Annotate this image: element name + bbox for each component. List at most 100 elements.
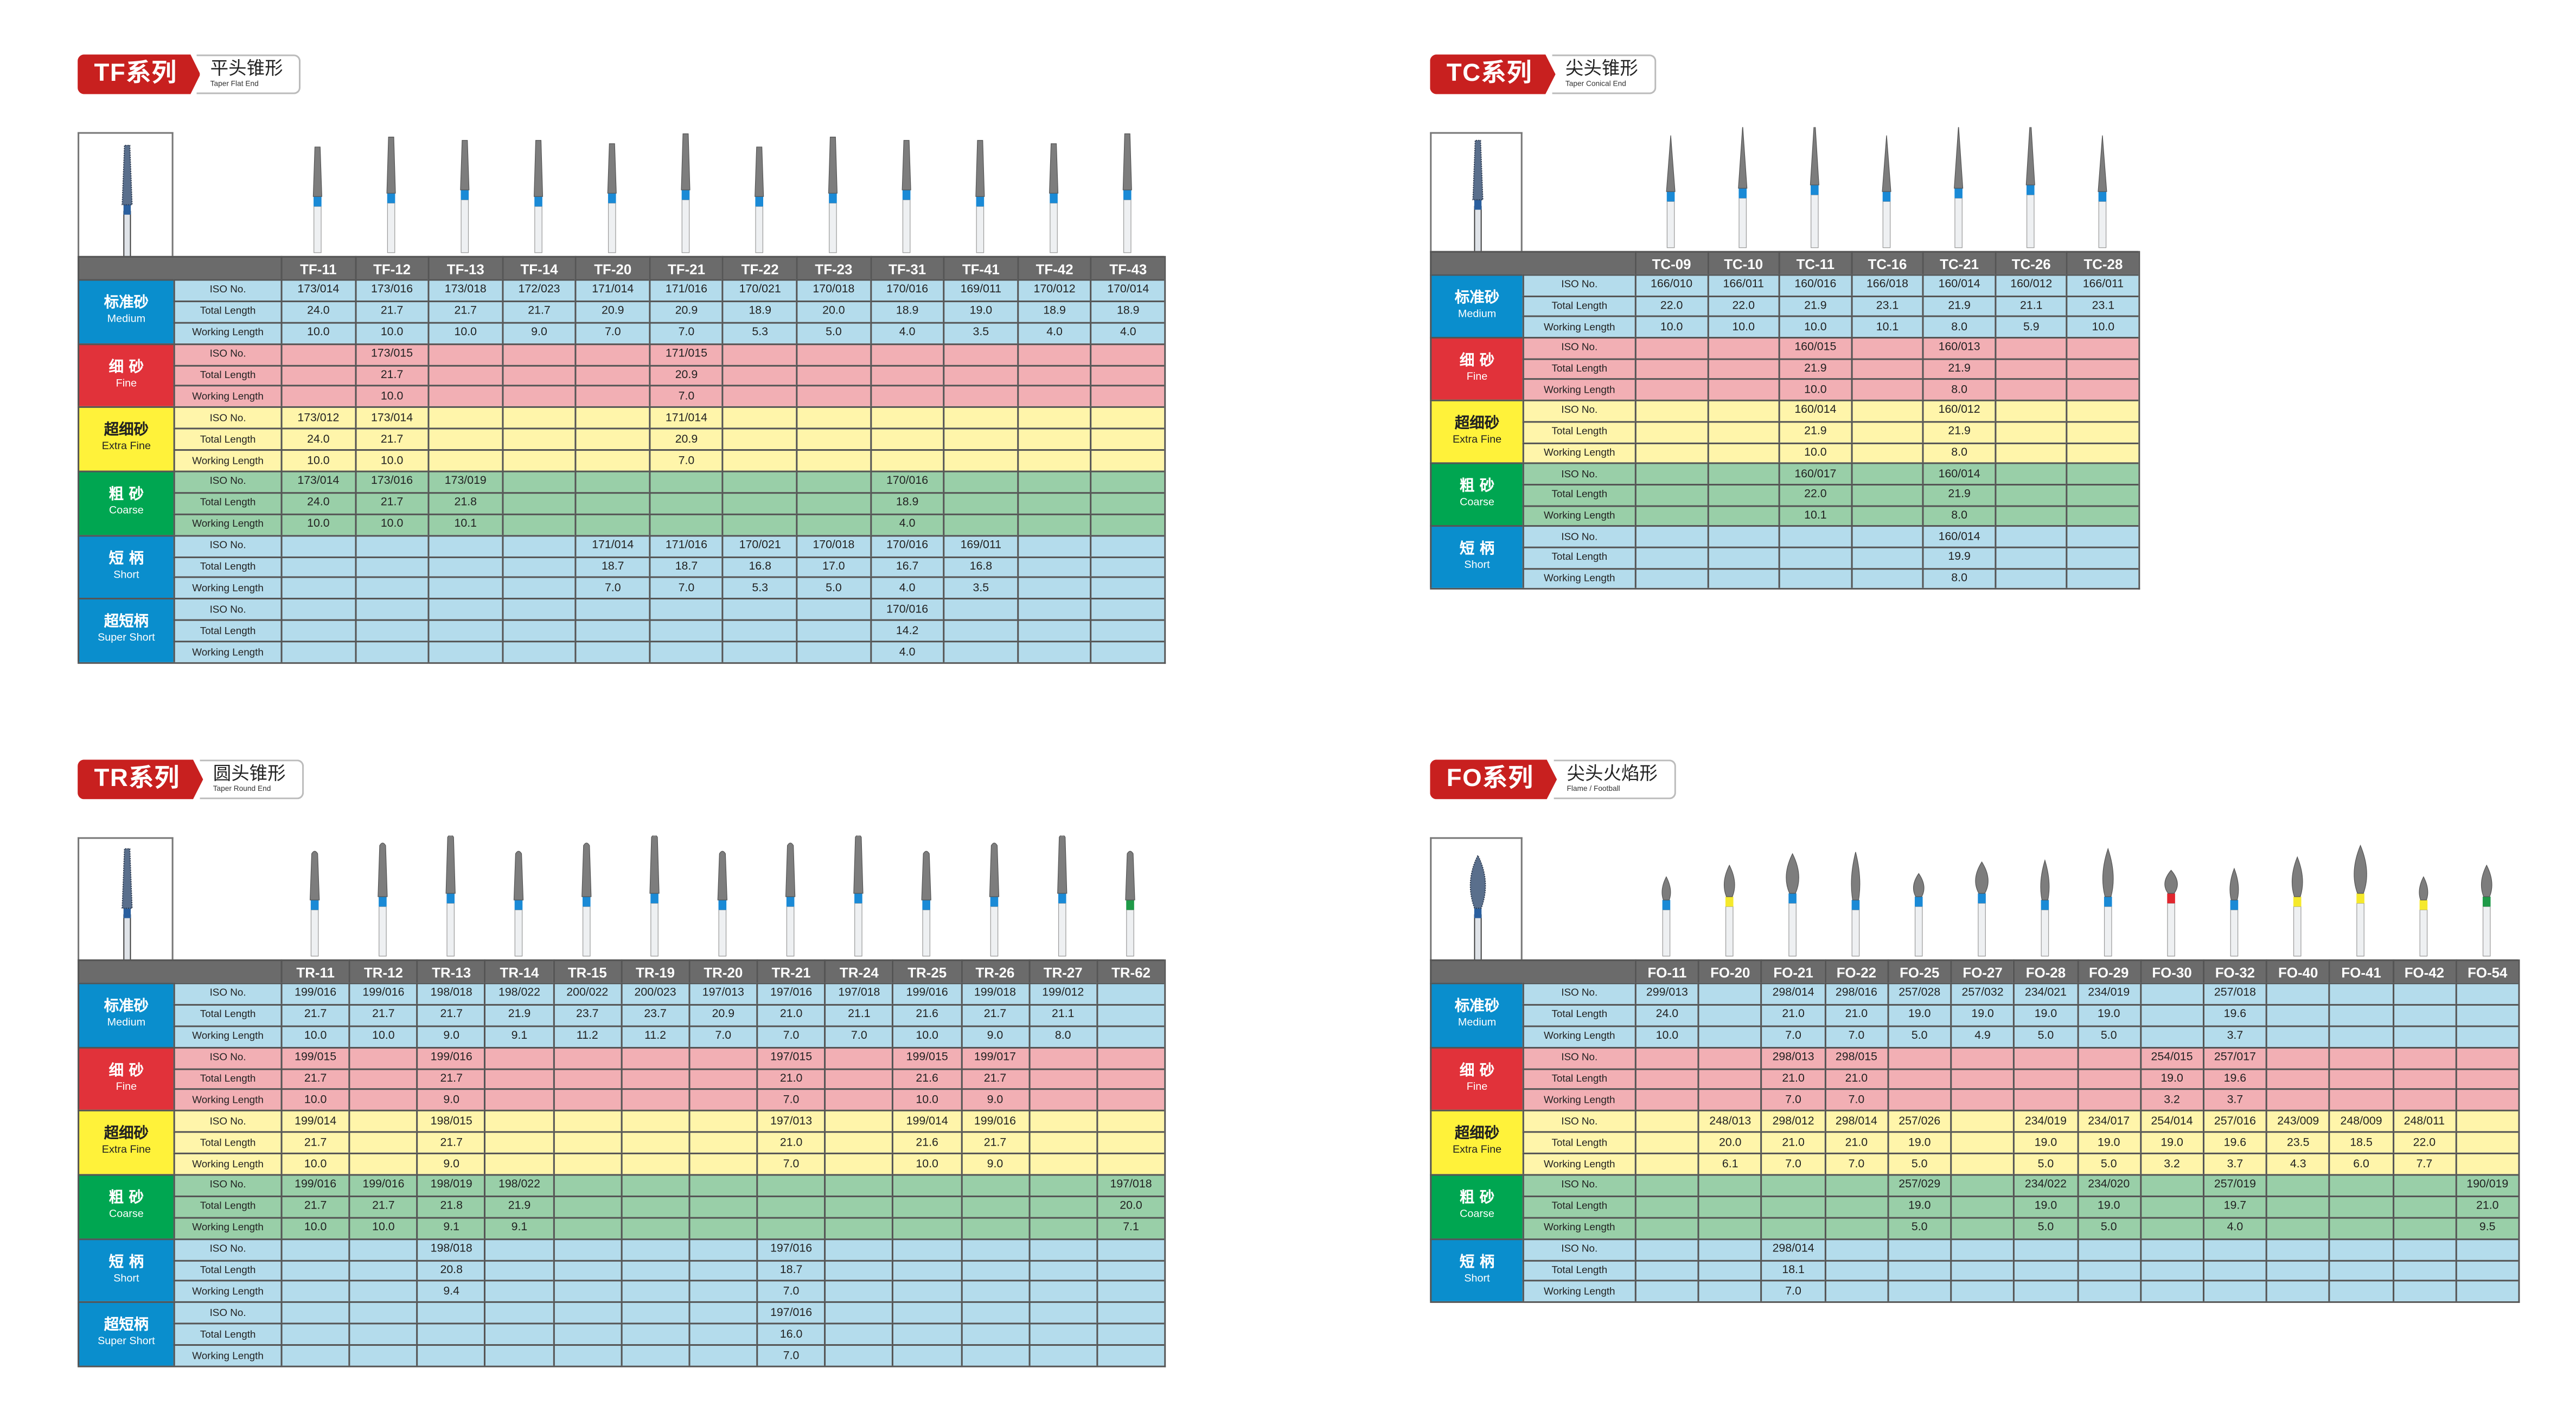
spec-value [2066,567,2139,589]
spec-value [501,641,576,662]
bur-shank [379,906,387,957]
spec-value [354,598,428,620]
spec-value: 16.7 [870,555,943,577]
spec-value [688,1131,757,1153]
spec-value: 19.0 [2139,1068,2203,1089]
spec-value [943,598,1017,620]
row-label: ISO No. [1522,525,1635,547]
spec-value: 20.9 [649,300,723,322]
spec-value [824,1344,893,1366]
grade-label-fine: 细 砂 Fine [78,343,174,407]
spec-value [2266,1046,2329,1068]
row-label: Total Length [1522,483,1635,505]
spec-value [943,449,1017,471]
bur-color-ring [314,196,322,207]
series-shape-tag: 平头锥形 Taper Flat End [197,54,302,94]
column-header-model: TF-13 [427,255,502,279]
spec-value [575,428,649,450]
spec-value [484,1280,553,1302]
spec-value [1028,1216,1096,1238]
bur-shank [1050,202,1058,253]
row-label: Total Length [173,1195,281,1217]
spec-value [824,1259,893,1281]
spec-value: 171/015 [649,343,723,365]
spec-value [796,449,870,471]
spec-value: 8.0 [1028,1025,1096,1047]
spec-value [2455,1238,2519,1260]
column-header-model: TC-11 [1779,251,1851,274]
spec-value [943,343,1017,365]
spec-value [501,385,576,407]
spec-value: 10.1 [427,513,502,535]
spec-value [1887,1068,1951,1089]
spec-value: 17.0 [796,555,870,577]
bur-head [1954,127,1964,189]
spec-value [2392,1089,2456,1110]
spec-value [870,428,943,450]
spec-value [796,385,870,407]
spec-value: 170/018 [796,279,870,301]
spec-value: 19.0 [1950,1004,2014,1025]
grade-name-cn: 粗 砂 [108,487,144,504]
spec-value [484,1046,553,1068]
spec-value: 243/009 [2266,1110,2329,1132]
spec-value [870,406,943,429]
spec-value: 5.0 [2013,1216,2077,1238]
bur-shank [990,906,999,957]
column-header-model: FO-30 [2139,959,2203,983]
spec-value [1698,1025,1761,1047]
spec-value: 9.0 [960,1153,1028,1174]
spec-value [1706,337,1779,358]
bur-color-ring [514,900,523,910]
column-header-model: FO-29 [2076,959,2140,983]
spec-value [575,406,649,429]
spec-value: 19.6 [2202,1068,2266,1089]
spec-value: 21.9 [1779,420,1851,442]
spec-value [1950,1174,2014,1196]
spec-value [348,1301,417,1324]
spec-value: 21.7 [280,1195,349,1217]
shape-name-en: Taper Round End [213,784,271,793]
spec-value: 21.8 [427,491,502,514]
spec-value: 21.9 [1779,357,1851,379]
bur-color-ring [650,893,659,904]
spec-value [756,1216,824,1238]
spec-value [1017,343,1091,365]
spec-value: 10.1 [1850,316,1923,337]
bur-head [1975,861,1989,894]
bur-color-ring [1882,191,1891,202]
spec-value [2329,1195,2392,1217]
spec-value [1994,400,2067,421]
spec-value [1698,1259,1761,1281]
spec-value: 10.0 [280,321,355,343]
spec-value [280,534,355,556]
bur-head [2481,864,2492,897]
column-header-model: TC-28 [2066,251,2139,274]
spec-value [417,1301,485,1324]
spec-value [484,1301,553,1324]
spec-value [501,491,576,514]
spec-value: 3.5 [943,577,1017,599]
bur-head [1851,852,1861,900]
grade-name-en: Fine [1466,370,1488,383]
spec-value: 7.0 [1761,1153,1824,1174]
spec-value [1096,1344,1165,1366]
spec-value: 9.0 [417,1025,485,1047]
spec-value: 7.7 [2392,1153,2456,1174]
spec-value [2066,546,2139,568]
spec-value [824,1238,893,1260]
spec-value [1698,1089,1761,1110]
spec-value [2066,442,2139,463]
bur-color-ring [1050,193,1058,203]
bur-shank [1725,906,1734,957]
grade-label-coarse: 粗 砂 Coarse [78,1174,174,1238]
column-header-model: FO-11 [1634,959,1698,983]
bur-head [975,140,985,197]
grade-name-en: Medium [1458,1017,1497,1029]
spec-value [484,1068,553,1089]
spec-value [1634,1089,1698,1110]
spec-value [484,1153,553,1174]
spec-value [1634,337,1707,358]
spec-value: 11.2 [620,1025,689,1047]
bur-shank [1738,197,1747,248]
